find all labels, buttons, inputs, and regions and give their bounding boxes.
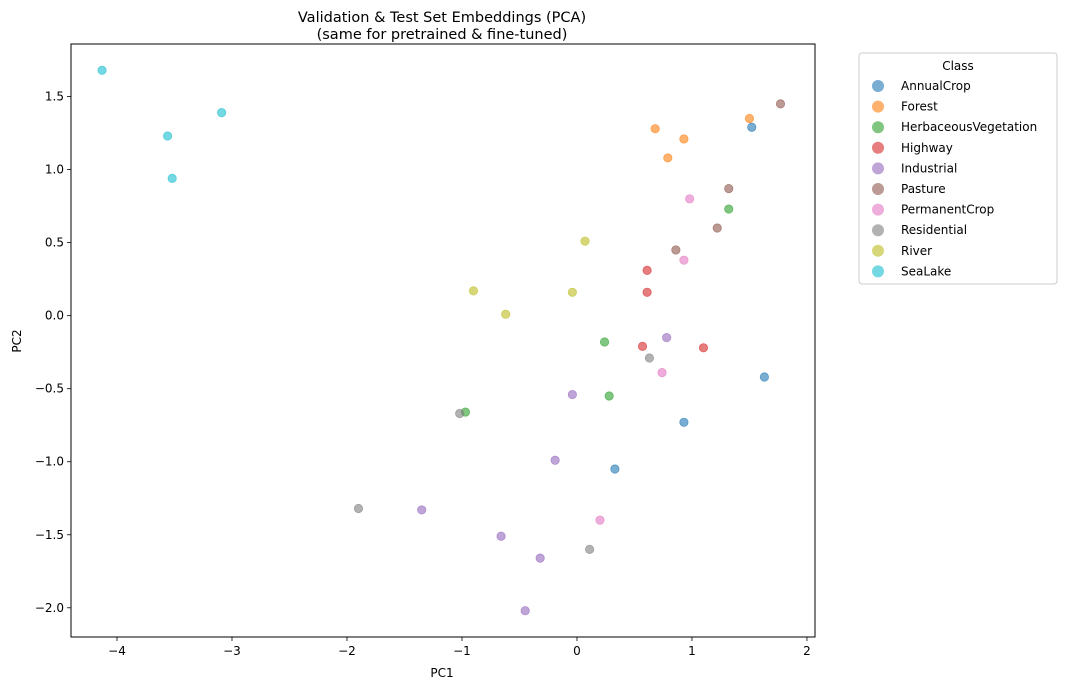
point-pasture-2	[724, 184, 734, 194]
legend-label-annualcrop: AnnualCrop	[901, 79, 971, 93]
point-permanentcrop-2	[679, 255, 689, 265]
y-axis-label: PC2	[10, 329, 24, 352]
point-industrial-6	[535, 553, 545, 563]
point-sealake-2	[217, 108, 227, 118]
point-river-3	[567, 287, 577, 297]
y-tick-label: −1.0	[35, 455, 64, 469]
legend-label-residential: Residential	[901, 223, 967, 237]
point-herbaceousvegetation-3	[604, 391, 614, 401]
y-axis-ticks: −2.0 −1.5 −1.0 −0.5 0.0 0.5 1.0 1.5	[35, 90, 71, 615]
legend-marker-pasture	[872, 183, 884, 195]
plot-frame	[70, 43, 816, 638]
chart-title-line-1: Validation & Test Set Embeddings (PCA)	[298, 10, 586, 26]
legend-label-sealake: SeaLake	[901, 264, 951, 278]
point-residential-3	[353, 503, 364, 514]
legend-marker-forest	[872, 100, 884, 113]
x-tick-label: −1	[453, 644, 471, 658]
point-industrial-3	[550, 455, 560, 465]
x-tick-label: −4	[108, 644, 126, 658]
y-tick-label: 1.5	[45, 90, 64, 104]
point-highway-3	[637, 341, 648, 351]
point-sealake-4	[167, 173, 177, 183]
legend-label-highway: Highway	[901, 141, 953, 155]
point-permanentcrop-1	[685, 194, 695, 204]
point-sealake-1	[97, 65, 107, 75]
y-tick-label: −2.0	[35, 601, 64, 615]
point-industrial-2	[567, 389, 577, 400]
point-industrial-7	[520, 606, 530, 616]
x-tick-label: 1	[688, 644, 696, 658]
point-pasture-3	[712, 223, 722, 233]
point-annualcrop-1	[747, 122, 757, 132]
point-pasture-4	[671, 245, 681, 255]
point-river-4	[501, 309, 511, 319]
point-industrial-5	[496, 531, 506, 541]
y-tick-label: 0.5	[45, 236, 64, 250]
point-residential-2	[455, 408, 465, 419]
point-annualcrop-3	[679, 417, 689, 427]
x-axis-label: PC1	[430, 666, 453, 680]
legend-marker-residential	[872, 224, 884, 237]
x-tick-label: 0	[573, 644, 581, 658]
legend-marker-river	[872, 244, 884, 257]
point-herbaceousvegetation-1	[724, 204, 734, 214]
legend-label-herbaceousvegetation: HerbaceousVegetation	[901, 120, 1037, 134]
chart-title-line-2: (same for pretrained & fine-tuned)	[317, 27, 568, 43]
legend-marker-permanentcrop	[872, 203, 884, 216]
point-forest-1	[744, 113, 755, 124]
point-permanentcrop-4	[595, 515, 605, 525]
x-tick-label: −2	[338, 644, 356, 658]
point-forest-3	[679, 134, 689, 144]
legend-marker-industrial	[872, 162, 884, 175]
y-tick-label: −0.5	[35, 382, 64, 396]
legend-items: AnnualCrop Forest HerbaceousVegetation High…	[872, 79, 1037, 278]
point-sealake-3	[162, 131, 173, 141]
legend-label-river: River	[901, 244, 932, 258]
x-tick-label: −3	[223, 644, 241, 658]
point-permanentcrop-3	[657, 368, 667, 378]
legend-box	[858, 52, 1058, 285]
point-herbaceousvegetation-2	[599, 337, 610, 347]
point-pasture-1	[775, 99, 786, 109]
point-annualcrop-2	[759, 372, 770, 382]
legend-marker-annualcrop	[872, 80, 884, 92]
point-forest-2	[650, 124, 660, 134]
point-highway-2	[642, 287, 652, 297]
point-river-1	[580, 236, 590, 246]
legend: Class AnnualCrop Forest HerbaceousVegetati…	[858, 52, 1058, 285]
legend-marker-sealake	[872, 265, 884, 278]
legend-marker-herbaceousvegetation	[872, 121, 884, 134]
point-highway-4	[698, 343, 709, 353]
legend-label-forest: Forest	[901, 100, 938, 114]
point-river-2	[468, 286, 479, 296]
x-tick-label: 2	[803, 644, 811, 658]
x-axis-ticks: −4 −3 −2 −1 0 1 2	[108, 637, 811, 658]
point-highway-1	[642, 265, 652, 275]
point-annualcrop-4	[610, 464, 620, 474]
y-tick-label: 0.0	[45, 309, 64, 323]
point-residential-4	[585, 544, 595, 554]
legend-marker-highway	[872, 141, 884, 154]
point-residential-1	[644, 353, 655, 363]
y-tick-label: −1.5	[35, 528, 64, 542]
legend-label-pasture: Pasture	[901, 182, 946, 196]
point-industrial-4	[417, 505, 427, 515]
legend-label-industrial: Industrial	[901, 161, 957, 175]
data-points	[97, 65, 786, 616]
point-forest-4	[663, 153, 673, 163]
legend-label-permanentcrop: PermanentCrop	[901, 203, 994, 217]
point-industrial-1	[662, 332, 672, 343]
y-tick-label: 1.0	[45, 163, 64, 177]
legend-title: Class	[942, 59, 974, 73]
